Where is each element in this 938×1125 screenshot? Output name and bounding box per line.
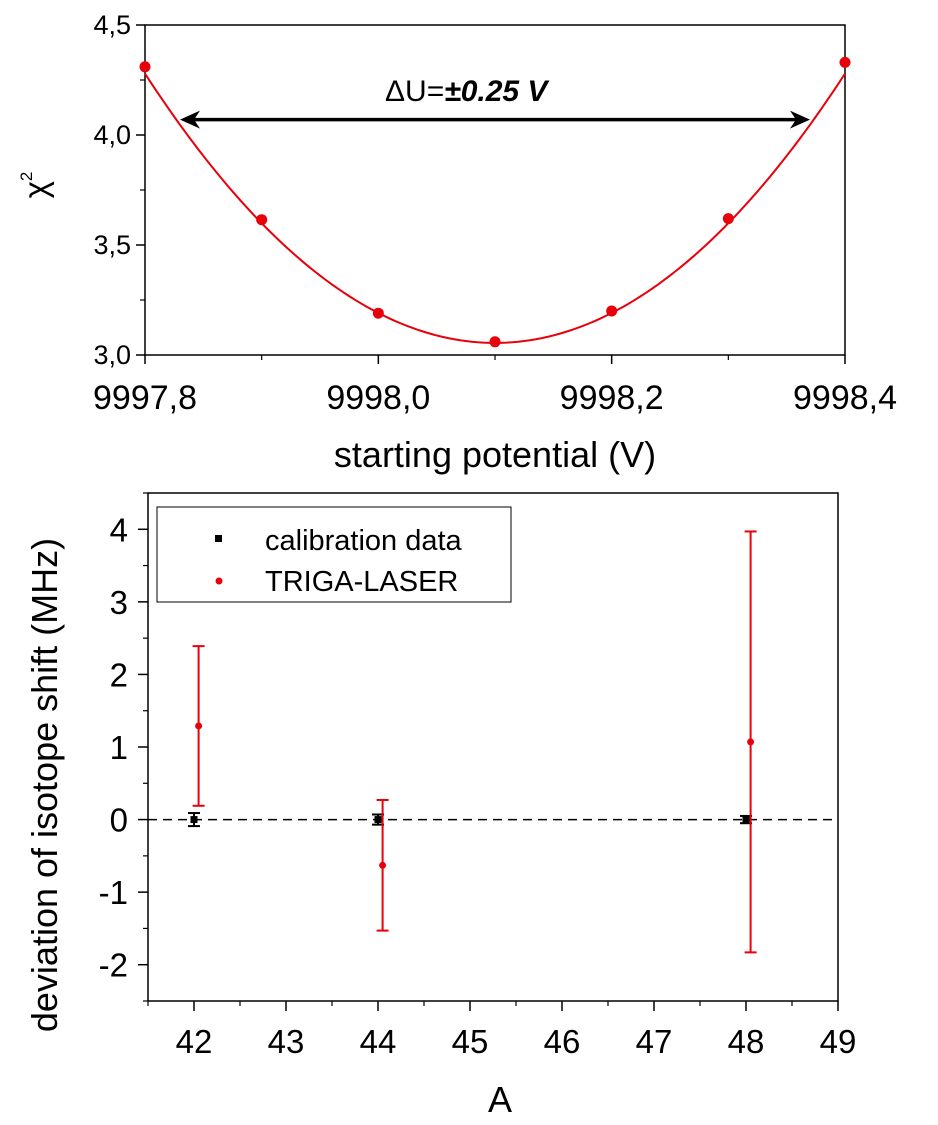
calibration-marker bbox=[374, 816, 382, 824]
legend-marker-calibration bbox=[215, 535, 222, 542]
triga-laser-point bbox=[744, 530, 757, 954]
x-tick-label: 9997,8 bbox=[93, 379, 197, 417]
legend-label-calibration: calibration data bbox=[265, 525, 463, 557]
chi-square-point bbox=[606, 305, 618, 317]
y-tick-label: -1 bbox=[99, 874, 128, 911]
triga-laser-marker bbox=[379, 861, 387, 869]
y-tick-label: 1 bbox=[110, 729, 128, 766]
chi-square-point bbox=[256, 214, 268, 226]
calibration-marker bbox=[742, 816, 750, 824]
x-tick-label: 9998,4 bbox=[793, 379, 897, 417]
x-tick-label: 47 bbox=[636, 1023, 673, 1060]
arrow-head-right bbox=[790, 110, 810, 129]
y-tick-label: 3 bbox=[110, 584, 128, 621]
top-y-axis-title: χ2 bbox=[17, 172, 54, 199]
legend-marker-triga bbox=[215, 577, 223, 585]
top-x-axis: 9997,8 9998,0 9998,2 9998,4 bbox=[93, 355, 897, 417]
isotope-shift-chart: -2 -1 0 1 2 3 4 42 43 44 45 46 47 48 49 calibration d… bbox=[24, 492, 857, 1120]
chi-square-point bbox=[372, 307, 384, 319]
triga-laser-marker bbox=[747, 738, 755, 746]
x-tick-label: 9998,0 bbox=[326, 379, 430, 417]
chi-square-point bbox=[139, 61, 151, 73]
x-tick-label: 43 bbox=[268, 1023, 305, 1060]
chi-square-point bbox=[839, 56, 851, 68]
x-tick-label: 44 bbox=[360, 1023, 397, 1060]
x-tick-label: 42 bbox=[176, 1023, 213, 1060]
delta-u-label: ΔU=±0.25 V bbox=[385, 75, 550, 108]
bottom-x-axis: 42 43 44 45 46 47 48 49 bbox=[147, 1001, 857, 1060]
y-tick-label: 4,0 bbox=[93, 120, 131, 150]
x-tick-label: 49 bbox=[820, 1023, 857, 1060]
arrow-head-left bbox=[180, 110, 200, 129]
top-y-axis: 3,0 3,5 4,0 4,5 bbox=[93, 10, 145, 370]
chi-square-point bbox=[722, 213, 734, 225]
x-tick-label: 45 bbox=[452, 1023, 489, 1060]
x-tick-label: 48 bbox=[728, 1023, 765, 1060]
legend-label-triga: TRIGA-LASER bbox=[265, 566, 458, 598]
bottom-x-axis-title: A bbox=[488, 1079, 512, 1120]
delta-u-annotation: ΔU=±0.25 V bbox=[180, 75, 810, 129]
legend-box bbox=[156, 506, 512, 603]
y-tick-label: 4,5 bbox=[93, 10, 131, 40]
y-tick-label: 3,5 bbox=[93, 230, 131, 260]
triga-laser-marker bbox=[195, 722, 203, 730]
triga-laser-series bbox=[192, 530, 757, 954]
bottom-y-axis: -2 -1 0 1 2 3 4 bbox=[99, 492, 148, 1002]
x-tick-label: 46 bbox=[544, 1023, 581, 1060]
y-tick-label: -2 bbox=[99, 947, 128, 984]
y-tick-label: 3,0 bbox=[93, 340, 131, 370]
y-tick-label: 4 bbox=[110, 511, 128, 548]
chi-square-points bbox=[139, 56, 851, 348]
y-tick-label: 2 bbox=[110, 656, 128, 693]
fit-curve bbox=[144, 73, 846, 344]
x-tick-label: 9998,2 bbox=[560, 379, 664, 417]
triga-laser-point bbox=[376, 798, 389, 932]
y-tick-label: 0 bbox=[110, 802, 128, 839]
calibration-point bbox=[188, 812, 200, 828]
calibration-marker bbox=[190, 816, 198, 824]
chi-square-point bbox=[489, 336, 501, 348]
bottom-y-axis-title: deviation of isotope shift (MHz) bbox=[24, 538, 65, 1032]
chi-square-chart: 3,0 3,5 4,0 4,5 9997,8 9998,0 9998,2 9998,4 ΔU… bbox=[17, 10, 897, 475]
top-x-axis-title: starting potential (V) bbox=[334, 434, 656, 475]
legend: calibration data TRIGA-LASER bbox=[156, 506, 512, 603]
triga-laser-point bbox=[192, 645, 205, 807]
